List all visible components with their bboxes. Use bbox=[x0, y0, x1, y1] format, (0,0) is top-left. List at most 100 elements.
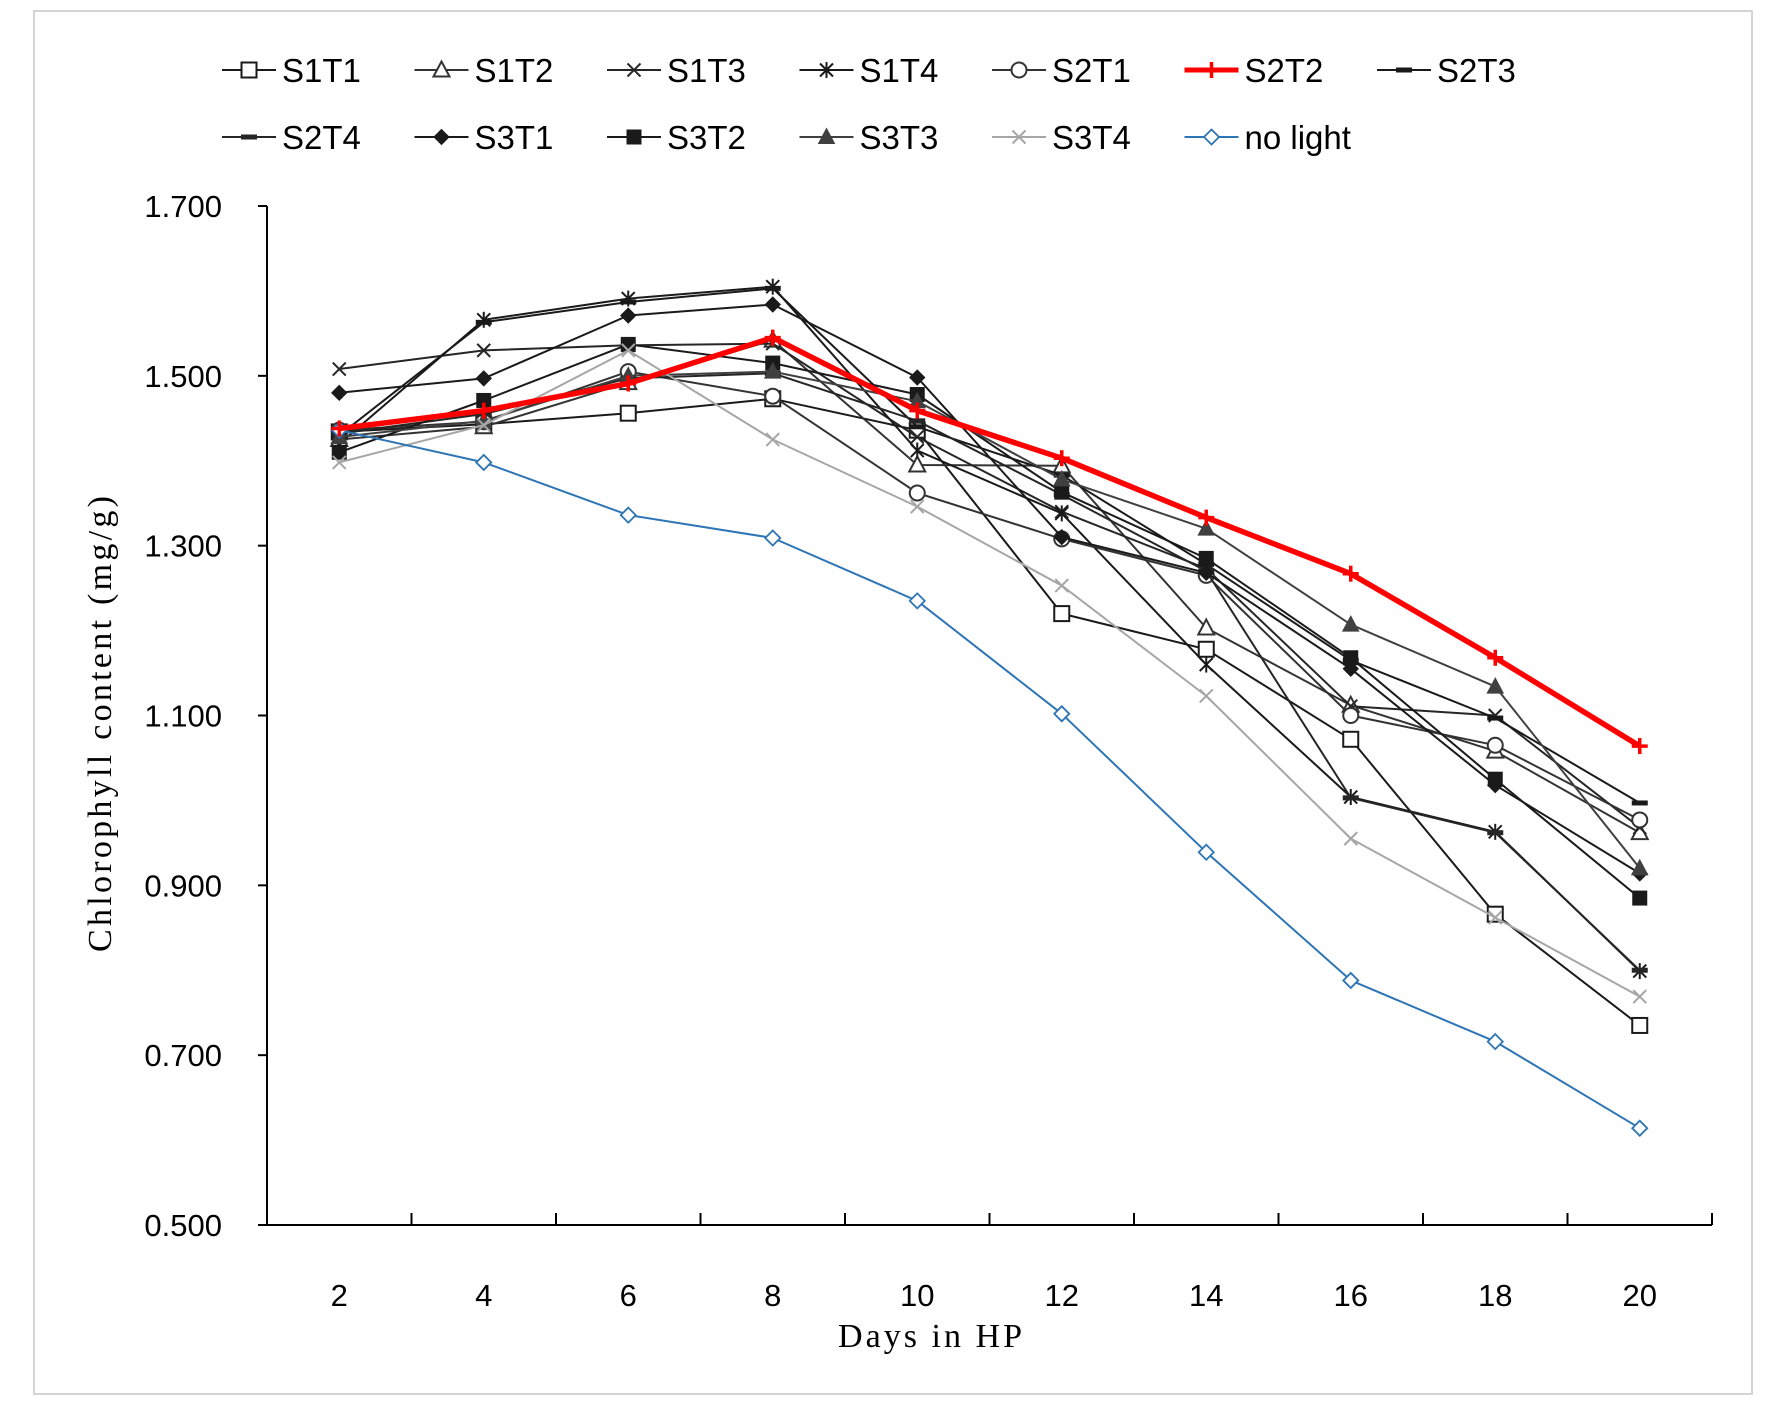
y-tick-label: 0.900 bbox=[144, 868, 222, 903]
data-point-marker bbox=[910, 442, 925, 459]
data-point-marker bbox=[619, 404, 637, 422]
data-point-marker bbox=[1053, 605, 1071, 623]
data-point-marker bbox=[331, 420, 348, 437]
data-point-marker bbox=[1197, 843, 1216, 861]
data-point-marker bbox=[1487, 715, 1504, 721]
data-point-marker bbox=[1486, 677, 1505, 694]
series-S2T2 bbox=[331, 329, 1648, 755]
legend-marker-icon bbox=[819, 62, 834, 78]
x-tick-label: 2 bbox=[331, 1278, 348, 1313]
legend-marker-icon bbox=[1202, 128, 1221, 146]
legend-label: S2T3 bbox=[1437, 52, 1516, 89]
legend-marker-icon bbox=[626, 62, 642, 78]
legend-label: no light bbox=[1245, 119, 1351, 156]
data-point-marker bbox=[908, 592, 927, 610]
legend-item: no light bbox=[1184, 119, 1351, 156]
legend-marker-icon bbox=[1010, 61, 1028, 79]
data-point-marker bbox=[1486, 736, 1504, 754]
legend-label: S1T1 bbox=[282, 52, 361, 89]
legend-marker-icon bbox=[1011, 129, 1027, 145]
data-point-marker bbox=[1631, 811, 1649, 829]
legend-label: S2T2 bbox=[1245, 52, 1324, 89]
data-point-marker bbox=[909, 418, 926, 424]
data-point-marker bbox=[1342, 707, 1360, 724]
data-point-marker bbox=[331, 384, 348, 402]
data-point-marker bbox=[908, 484, 926, 502]
legend-item: S3T4 bbox=[992, 119, 1131, 156]
data-point-marker bbox=[1199, 656, 1214, 673]
data-point-marker bbox=[1054, 505, 1069, 522]
data-point-marker bbox=[332, 361, 347, 377]
data-point-marker bbox=[1196, 617, 1216, 636]
legend-label: S3T2 bbox=[667, 119, 746, 156]
data-point-marker bbox=[619, 506, 638, 524]
data-point-marker bbox=[1631, 738, 1648, 755]
data-point-marker bbox=[1197, 640, 1215, 658]
legend-label: S2T1 bbox=[1052, 52, 1131, 89]
data-point-marker bbox=[1487, 771, 1503, 787]
legend-marker-icon bbox=[626, 129, 642, 145]
x-tick-label: 20 bbox=[1623, 1278, 1657, 1313]
data-point-marker bbox=[621, 343, 636, 358]
data-point-marker bbox=[1052, 469, 1071, 487]
data-point-marker bbox=[909, 402, 926, 419]
series-line bbox=[339, 339, 1641, 834]
series-line bbox=[338, 334, 1642, 749]
data-point-marker bbox=[1199, 688, 1214, 704]
legend-label: S1T3 bbox=[667, 52, 746, 89]
y-tick-label: 0.700 bbox=[144, 1038, 222, 1073]
data-point-marker bbox=[1053, 528, 1070, 546]
y-tick-label: 0.500 bbox=[144, 1208, 222, 1243]
legend-label: S2T4 bbox=[282, 119, 361, 156]
series-line bbox=[339, 303, 1641, 875]
data-point-marker bbox=[1487, 830, 1504, 836]
data-point-marker bbox=[910, 499, 925, 514]
series-line bbox=[338, 343, 1641, 899]
data-point-marker bbox=[1341, 971, 1360, 990]
series-S3T4 bbox=[332, 343, 1647, 1004]
data-point-marker bbox=[1341, 615, 1360, 632]
legend-item: S1T1 bbox=[222, 52, 361, 89]
legend-label: S3T1 bbox=[475, 119, 554, 156]
x-tick-label: 4 bbox=[475, 1278, 492, 1313]
x-tick-label: 18 bbox=[1478, 1278, 1512, 1313]
legend-item: S3T2 bbox=[607, 119, 746, 156]
data-point-marker bbox=[474, 453, 493, 472]
legend-marker-icon bbox=[1203, 62, 1220, 78]
series-S3T2 bbox=[331, 336, 1648, 906]
data-point-marker bbox=[1197, 519, 1216, 536]
x-tick-label: 8 bbox=[764, 1278, 781, 1313]
data-point-marker bbox=[1342, 795, 1359, 801]
data-point-marker bbox=[1342, 730, 1360, 748]
data-point-marker bbox=[1630, 858, 1649, 876]
legend-item: S2T1 bbox=[992, 52, 1131, 89]
data-point-marker bbox=[1053, 450, 1070, 467]
data-point-marker bbox=[909, 424, 926, 430]
legend-label: S3T3 bbox=[860, 119, 939, 156]
data-point-marker bbox=[476, 417, 491, 433]
series-line bbox=[339, 349, 1641, 998]
data-point-marker bbox=[1631, 800, 1648, 806]
data-point-marker bbox=[910, 429, 925, 445]
chart-frame bbox=[33, 10, 1753, 1395]
data-point-marker bbox=[1632, 989, 1647, 1004]
data-point-marker bbox=[764, 329, 781, 346]
data-point-marker bbox=[475, 319, 492, 325]
x-tick-label: 14 bbox=[1189, 1278, 1223, 1313]
data-point-marker bbox=[1052, 705, 1071, 723]
data-point-marker bbox=[1486, 1032, 1505, 1051]
series-layer bbox=[329, 278, 1650, 1137]
data-point-marker bbox=[620, 299, 637, 305]
data-point-marker bbox=[476, 343, 491, 358]
legend-marker-icon bbox=[431, 59, 452, 78]
axis-ticks: 0.500 0.700 0.900 1.100 1.300 1.500 1.700 2 4 6 8 1… bbox=[144, 189, 1713, 1313]
data-point-marker bbox=[620, 307, 637, 324]
data-point-marker bbox=[764, 387, 782, 405]
x-tick-label: 6 bbox=[620, 1278, 637, 1313]
y-tick-label: 1.300 bbox=[144, 529, 222, 564]
data-point-marker bbox=[1198, 564, 1215, 582]
data-point-marker bbox=[1631, 1016, 1649, 1034]
data-point-marker bbox=[331, 444, 347, 460]
y-tick-label: 1.100 bbox=[144, 699, 222, 734]
data-point-marker bbox=[763, 362, 782, 379]
